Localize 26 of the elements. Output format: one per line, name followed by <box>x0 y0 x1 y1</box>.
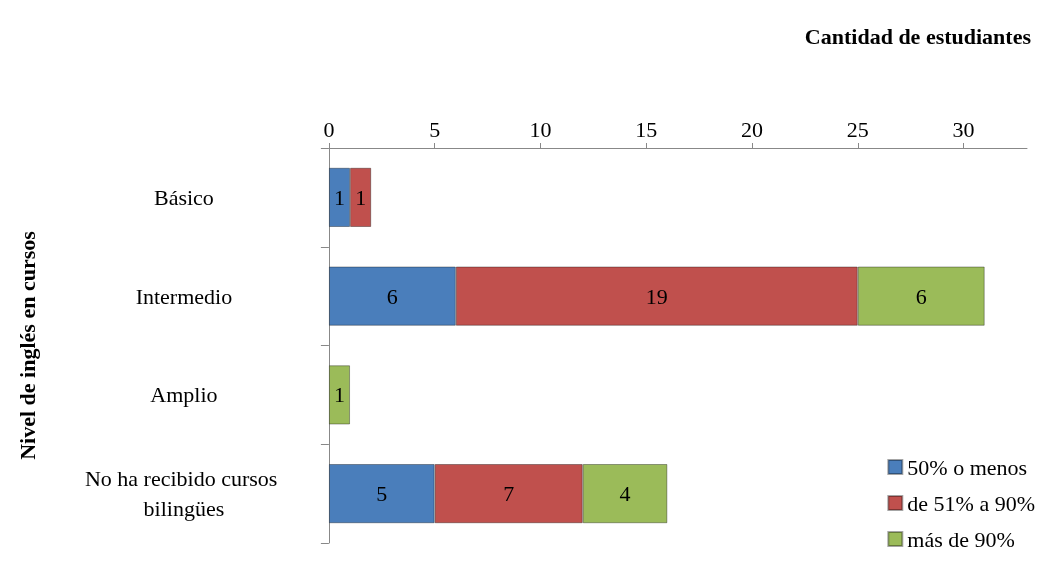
data-label: 7 <box>503 481 515 507</box>
y-tick-label: Intermedio <box>135 283 233 309</box>
x-tick-label: 25 <box>846 116 869 142</box>
bar <box>328 365 351 425</box>
data-label: 1 <box>333 184 345 210</box>
data-label: 1 <box>355 184 367 210</box>
y-tick-label: Amplio <box>150 382 218 408</box>
legend-label: más de 90% <box>907 526 1015 552</box>
data-label: 4 <box>619 481 631 507</box>
data-label: 6 <box>915 283 927 309</box>
data-label: 19 <box>645 283 668 309</box>
y-axis-title: Nivel de inglés en cursos <box>14 230 40 460</box>
x-axis-title: Cantidad de estudiantes <box>804 23 1032 49</box>
data-label: 1 <box>333 382 345 408</box>
x-tick-label: 5 <box>429 116 441 142</box>
legend-label: 50% o menos <box>907 454 1028 480</box>
x-tick-label: 10 <box>529 116 552 142</box>
x-tick-label: 30 <box>952 116 975 142</box>
legend-label: de 51% a 90% <box>907 490 1036 516</box>
y-tick-label: Básico <box>153 184 214 210</box>
data-label: 6 <box>386 283 398 309</box>
x-tick-label: 15 <box>635 116 658 142</box>
x-tick-label: 0 <box>323 116 335 142</box>
data-label: 5 <box>376 481 388 507</box>
x-tick-label: 20 <box>740 116 763 142</box>
y-tick-label: No ha recibido cursos bilingües <box>84 466 283 522</box>
